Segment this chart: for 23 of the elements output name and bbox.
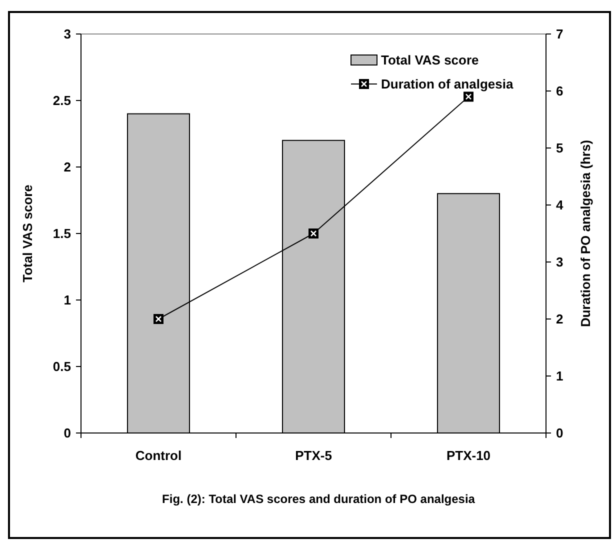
y2-tick-label: 2 [556, 312, 564, 327]
y-tick-label: 3 [64, 26, 71, 42]
y-tick-label: 1 [64, 292, 71, 308]
text: Fig. (2): Total VAS scores and duration of PO analgesia [162, 492, 476, 506]
y2-tick-label: 5 [556, 140, 564, 156]
y-tick-label: 2.5 [52, 93, 71, 108]
y-tick-label: 1.5 [52, 226, 71, 242]
y-axis-title: Total VAS score [20, 184, 35, 282]
x-tick-label: Control [135, 448, 182, 463]
y2-tick-label: 7 [556, 26, 564, 42]
y2-axis-title: Duration of PO analgesia (hrs) [578, 140, 593, 328]
y2-tick-label: 4 [556, 198, 564, 213]
y-tick-label: 0.5 [52, 359, 71, 374]
legend-label: Total VAS score [381, 52, 479, 68]
y2-tick-label: 1 [556, 368, 564, 384]
x-tick-label: PTX-10 [446, 448, 491, 463]
legend-label: Duration of analgesia [381, 76, 514, 92]
y-tick-label: 0 [64, 426, 71, 441]
y-tick-label: 2 [64, 160, 71, 175]
x-tick-label: PTX-5 [295, 448, 332, 463]
y2-tick-label: 3 [556, 254, 564, 270]
y2-tick-label: 0 [556, 426, 564, 441]
y2-tick-label: 6 [556, 84, 564, 99]
